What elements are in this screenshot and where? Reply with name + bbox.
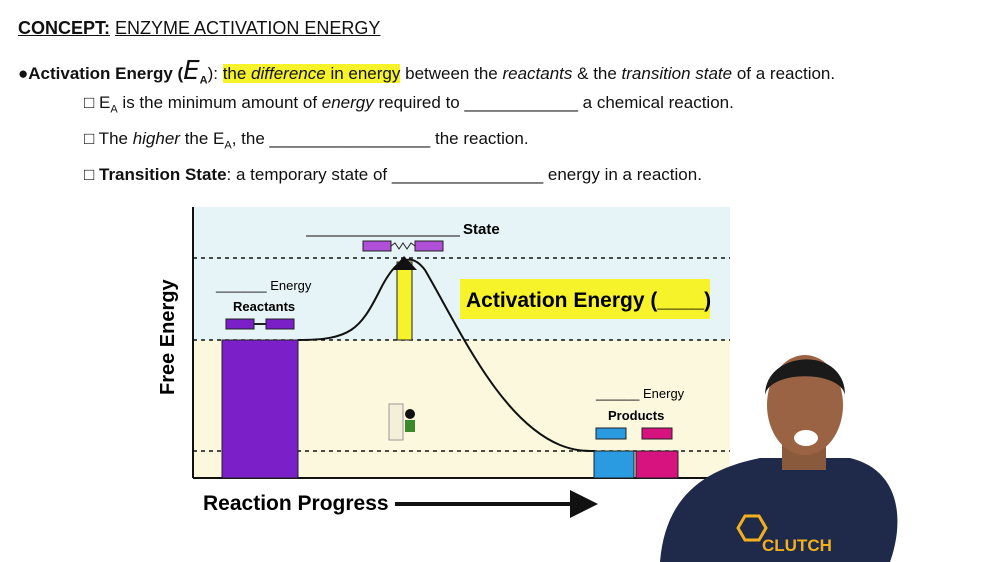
molecule [595,427,627,440]
door-icon [388,403,415,441]
label: Products [608,408,664,423]
text: required to ____________ a chemical reac… [373,93,734,112]
activation-arrow [396,261,413,341]
product-bar [593,450,635,479]
handwriting: E [183,56,200,86]
text: ): [207,64,223,83]
x-axis-label: Reaction Progress [203,492,389,515]
text: is the minimum amount of [117,93,322,112]
molecule [414,240,444,252]
text: energy [321,93,374,112]
text: the [222,64,252,83]
handwriting: A [199,74,208,87]
text: A [224,139,232,152]
molecule [265,318,295,330]
presenter: CLUTCH [660,355,898,562]
text: □ [84,165,99,184]
bond [390,242,416,250]
header-label: CONCEPT: [18,18,111,38]
text: the E [179,129,225,148]
text: difference [251,64,326,83]
molecule [362,240,392,252]
logo: CLUTCH [762,536,832,555]
header-title: ENZYME ACTIVATION ENERGY [115,18,381,38]
arrowhead [392,256,417,270]
text: □ The [84,129,133,148]
arrowhead [570,490,598,518]
text: higher [132,129,180,148]
point: □ Transition State: a temporary state of… [84,165,702,185]
label: Activation Energy (____) [466,289,711,312]
point: □ EA is the minimum amount of energy req… [84,93,734,115]
definition: ●Activation Energy (EA): the difference … [18,56,835,86]
text: of a reaction. [732,64,836,83]
label: _______ Energy [215,278,312,293]
y-axis-label: Free Energy [157,279,179,395]
text: & the [572,64,622,83]
text: between the [400,64,503,83]
text: □ E [84,93,111,112]
highlight: the difference in energy [222,64,401,83]
point: □ The higher the EA, the _______________… [84,129,529,151]
text: Transition State [99,165,227,184]
molecule [225,318,255,330]
text: , the _________________ the reaction. [231,129,529,148]
label: Reactants [233,299,295,314]
text: ●Activation Energy ( [18,64,184,83]
label: State [463,221,500,238]
reactant-bar [221,339,299,479]
label: ______ Energy [595,386,685,401]
text: A [110,103,118,116]
product-bar [635,450,679,479]
highlight [460,279,710,319]
text: : a temporary state of ________________ … [226,165,702,184]
energy-curve [297,258,596,452]
molecule [641,427,673,440]
header: CONCEPT: ENZYME ACTIVATION ENERGY [18,18,380,39]
text: in energy [325,64,401,83]
text: transition state [621,64,733,83]
text: reactants [502,64,573,83]
